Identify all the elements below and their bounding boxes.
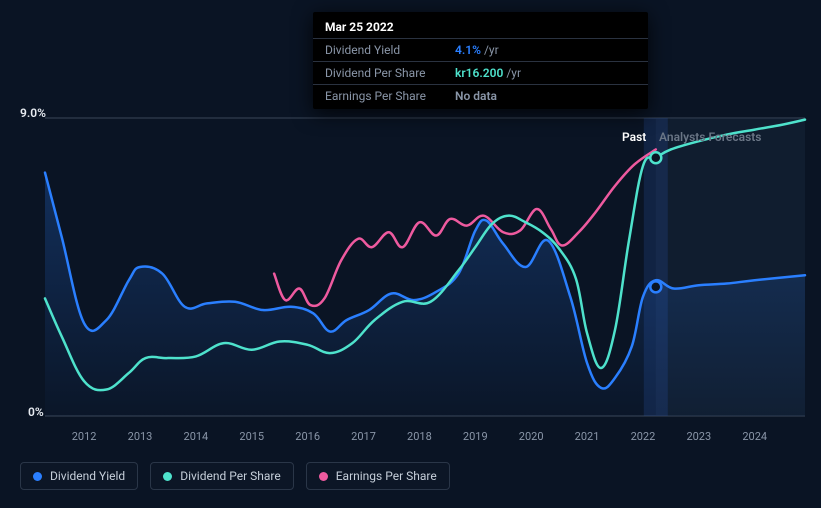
- tooltip-row-label: Dividend Per Share: [325, 66, 455, 80]
- x-axis-year-label: 2012: [72, 430, 97, 443]
- legend-item-dividend-per-share[interactable]: Dividend Per Share: [150, 462, 294, 490]
- tooltip-row: Dividend Yield4.1%/yr: [313, 39, 648, 62]
- x-axis-year-label: 2016: [295, 430, 320, 443]
- x-axis-year-label: 2024: [742, 430, 767, 443]
- x-axis-year-label: 2021: [575, 430, 600, 443]
- tooltip-row-value: No data: [455, 89, 497, 103]
- tooltip-row: Earnings Per ShareNo data: [313, 85, 648, 107]
- dividend-chart: 9.0% 0% 2012 2013 2014 2015 2016 2017 2018 2019…: [0, 0, 821, 508]
- legend-dot-icon: [33, 472, 42, 481]
- x-axis-year-label: 2014: [184, 430, 209, 443]
- x-axis-year-label: 2013: [128, 430, 153, 443]
- x-axis-year-label: 2019: [463, 430, 488, 443]
- tooltip-row-value: 4.1%: [455, 43, 481, 57]
- legend-item-earnings-per-share[interactable]: Earnings Per Share: [306, 462, 450, 490]
- legend-dot-icon: [319, 472, 328, 481]
- x-axis-year-label: 2015: [239, 430, 264, 443]
- x-axis-year-label: 2017: [351, 430, 376, 443]
- legend-label: Earnings Per Share: [336, 469, 437, 483]
- y-axis-min-label: 0%: [28, 405, 44, 419]
- x-axis-year-label: 2020: [519, 430, 544, 443]
- tooltip-date: Mar 25 2022: [313, 18, 648, 39]
- tooltip-row: Dividend Per Sharekr16.200/yr: [313, 62, 648, 85]
- tooltip-row-suffix: /yr: [506, 66, 521, 80]
- legend-item-dividend-yield[interactable]: Dividend Yield: [20, 462, 138, 490]
- tooltip-row-label: Earnings Per Share: [325, 89, 455, 103]
- chart-legend: Dividend Yield Dividend Per Share Earnin…: [20, 462, 450, 490]
- x-axis-year-label: 2022: [631, 430, 656, 443]
- tooltip-row-label: Dividend Yield: [325, 43, 455, 57]
- legend-label: Dividend Yield: [50, 469, 125, 483]
- legend-dot-icon: [163, 472, 172, 481]
- forecast-region-label: Analysts Forecasts: [659, 130, 761, 144]
- tooltip-row-suffix: /yr: [484, 43, 499, 57]
- x-axis-year-label: 2018: [407, 430, 432, 443]
- chart-tooltip: Mar 25 2022 Dividend Yield4.1%/yrDividen…: [313, 12, 648, 109]
- y-axis-max-label: 9.0%: [20, 106, 46, 120]
- past-region-label: Past: [622, 130, 646, 144]
- x-axis-year-label: 2023: [686, 430, 711, 443]
- legend-label: Dividend Per Share: [180, 469, 281, 483]
- tooltip-row-value: kr16.200: [455, 66, 503, 80]
